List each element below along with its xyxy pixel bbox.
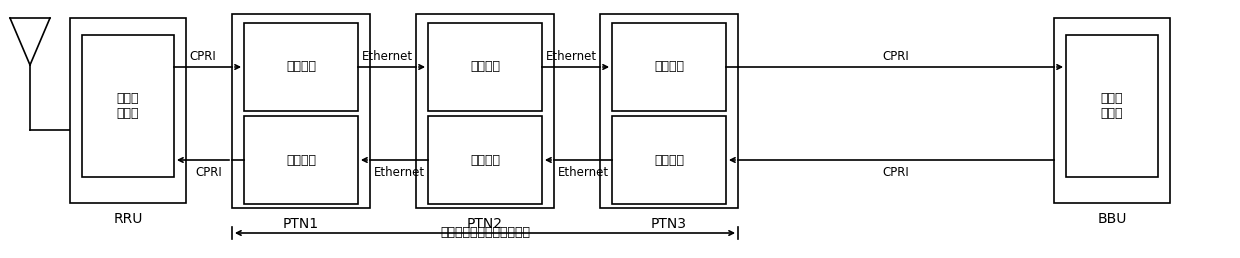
Bar: [428, 116, 542, 204]
Bar: [613, 116, 725, 204]
Bar: [415, 14, 554, 208]
Text: CPRI: CPRI: [883, 165, 909, 179]
Text: 接收模块: 接收模块: [286, 154, 316, 166]
Text: 接收模块: 接收模块: [653, 60, 684, 74]
Bar: [82, 35, 174, 177]
Text: Ethernet: Ethernet: [373, 165, 424, 179]
Text: Ethernet: Ethernet: [558, 165, 609, 179]
Bar: [1066, 35, 1158, 177]
Text: 发送模块: 发送模块: [653, 154, 684, 166]
Text: 发送模块: 发送模块: [286, 60, 316, 74]
Bar: [244, 116, 358, 204]
Text: RRU: RRU: [113, 212, 143, 226]
Text: PTN2: PTN2: [467, 217, 503, 231]
Text: 转发模块: 转发模块: [470, 60, 500, 74]
Text: PTN3: PTN3: [651, 217, 687, 231]
Bar: [244, 23, 358, 111]
Text: 基带处
理模块: 基带处 理模块: [1101, 92, 1123, 120]
Text: Ethernet: Ethernet: [361, 51, 413, 63]
Text: 双向非对称延时抖动平滑域: 双向非对称延时抖动平滑域: [440, 227, 529, 239]
Bar: [428, 23, 542, 111]
Text: 转发模块: 转发模块: [470, 154, 500, 166]
Text: Ethernet: Ethernet: [546, 51, 596, 63]
Text: 射频处
理模块: 射频处 理模块: [117, 92, 139, 120]
Text: BBU: BBU: [1097, 212, 1127, 226]
Bar: [69, 18, 186, 203]
Bar: [1054, 18, 1171, 203]
Bar: [613, 23, 725, 111]
Text: CPRI: CPRI: [883, 51, 909, 63]
Bar: [232, 14, 370, 208]
Text: CPRI: CPRI: [196, 165, 222, 179]
Text: PTN1: PTN1: [283, 217, 319, 231]
Text: CPRI: CPRI: [190, 51, 216, 63]
Bar: [600, 14, 738, 208]
